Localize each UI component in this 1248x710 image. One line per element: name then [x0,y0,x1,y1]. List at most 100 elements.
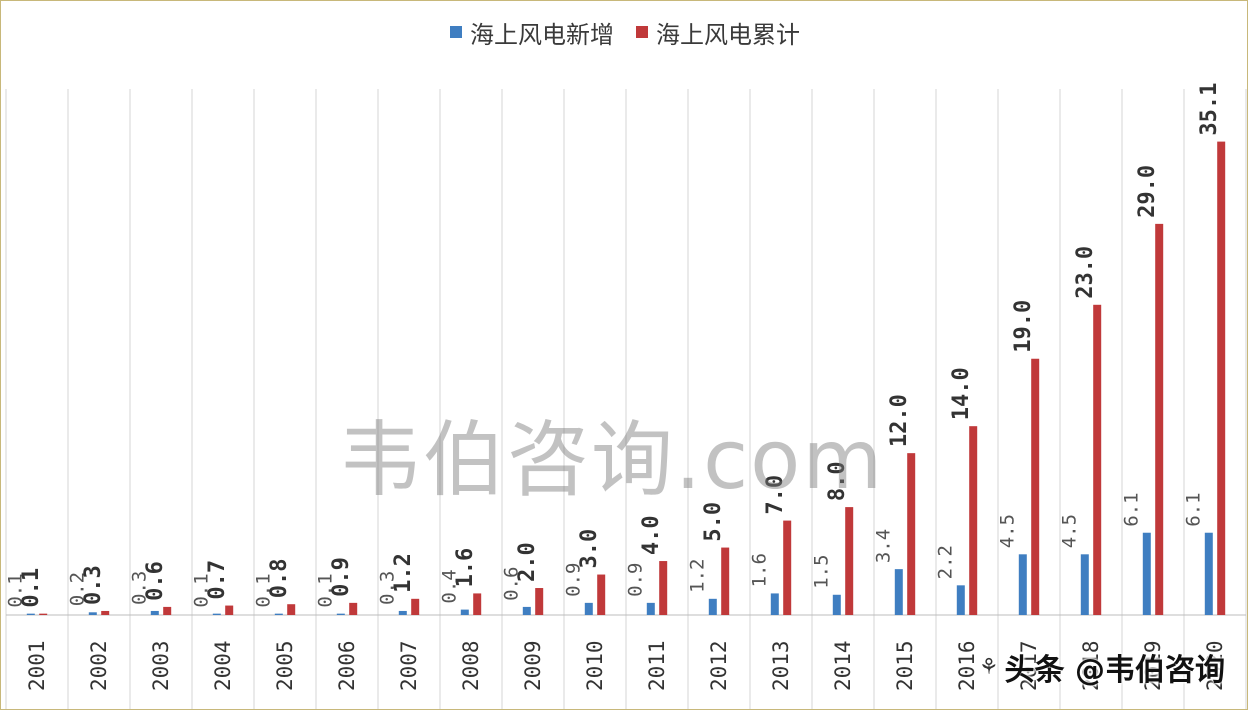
x-tick-label: 2004 [211,640,235,691]
data-label-cumulative: 0.8 [267,558,292,598]
source-watermark-text: 头条 @韦伯咨询 [1004,653,1225,688]
data-label-new: 0.6 [500,567,522,601]
bar-cumulative [287,604,296,615]
bar-new [708,598,717,615]
legend-label-new: 海上风电新增 [470,20,614,49]
data-label-cumulative: 23.0 [1073,246,1098,299]
data-label-cumulative: 8.0 [825,461,850,501]
bar-cumulative [101,610,110,615]
data-label-new: 0.1 [314,573,336,607]
bar-new [1204,532,1213,615]
x-tick-label: 2012 [707,640,731,691]
x-tick-label: 2008 [459,640,483,691]
bar-cumulative [1031,358,1040,615]
legend-swatch-cumulative [636,26,648,38]
data-label-cumulative: 2.0 [515,542,540,582]
bar-cumulative [39,613,48,615]
source-watermark: ⚘ 头条 @韦伯咨询 [979,645,1225,689]
data-label-cumulative: 5.0 [701,502,726,542]
bar-new [150,610,159,615]
data-label-new: 0.3 [376,571,398,605]
data-label-new: 0.1 [190,573,212,607]
bar-new [1080,554,1089,615]
data-label-new: 1.6 [748,553,770,587]
data-label-new: 2.2 [934,545,956,579]
bar-new [460,609,469,615]
data-label-cumulative: 19.0 [1011,300,1036,353]
data-label-new: 4.5 [996,514,1018,548]
bar-cumulative [1155,223,1164,615]
bar-cumulative [907,453,916,615]
bar-new [1142,532,1151,615]
bar-cumulative [1217,141,1226,615]
share-icon: ⚘ [978,654,999,680]
bar-cumulative [783,520,792,615]
data-label-new: 6.1 [1120,492,1142,526]
legend-item-new: 海上风电新增 [450,15,614,50]
bar-new [88,612,97,615]
data-label-new: 0.9 [562,563,584,597]
data-label-new: 1.2 [686,558,708,592]
bar-new [274,613,283,615]
bar-cumulative [411,598,420,615]
bar-new [398,610,407,615]
legend-label-cumulative: 海上风电累计 [656,20,800,49]
data-label-cumulative: 1.2 [391,553,416,593]
x-tick-label: 2020 [1203,640,1227,691]
x-tick-label: 2015 [893,640,917,691]
bar-cumulative [845,507,854,615]
x-tick-label: 2018 [1079,640,1103,691]
bar-cumulative [597,574,606,615]
x-tick-label: 2017 [1017,640,1041,691]
bar-new [212,613,221,615]
data-label-new: 3.4 [872,529,894,563]
bar-cumulative [225,605,234,615]
x-tick-label: 2010 [583,640,607,691]
bar-new [584,602,593,615]
bar-cumulative [659,561,668,615]
data-label-cumulative: 14.0 [949,367,974,420]
data-label-cumulative: 4.0 [639,515,664,555]
x-tick-label: 2006 [335,640,359,691]
x-tick-label: 2013 [769,640,793,691]
bar-cumulative [969,426,978,615]
x-tick-label: 2002 [87,640,111,691]
data-label-cumulative: 29.0 [1135,165,1160,218]
data-label-cumulative: 35.1 [1197,83,1222,136]
data-label-cumulative: 0.3 [81,565,106,605]
data-label-cumulative: 0.6 [143,561,168,601]
x-tick-label: 2001 [25,640,49,691]
x-tick-label: 2011 [645,640,669,691]
bar-new [894,569,903,615]
bar-new [336,613,345,615]
data-label-cumulative: 1.6 [453,548,478,588]
legend-swatch-new [450,26,462,38]
x-tick-label: 2005 [273,640,297,691]
x-tick-label: 2014 [831,640,855,691]
bar-cumulative [535,588,544,615]
data-label-new: 4.5 [1058,514,1080,548]
data-label-new: 0.3 [128,571,150,605]
bar-new [832,594,841,615]
data-label-cumulative: 7.0 [763,475,788,515]
bar-new [770,593,779,615]
x-tick-label: 2009 [521,640,545,691]
bar-new [1018,554,1027,615]
data-label-new: 6.1 [1182,492,1204,526]
data-label-new: 0.4 [438,569,460,603]
x-tick-label: 2019 [1141,640,1165,691]
x-tick-label: 2016 [955,640,979,691]
bar-cumulative [1093,304,1102,615]
bar-cumulative [163,606,172,615]
watermark-text: 韦伯咨询.com [339,413,885,508]
data-label-cumulative: 3.0 [577,529,602,569]
x-tick-label: 2007 [397,640,421,691]
bar-new [646,602,655,615]
bar-cumulative [473,593,482,615]
data-label-cumulative: 0.9 [329,557,354,597]
data-label-cumulative: 12.0 [887,394,912,447]
legend: 海上风电新增 海上风电累计 [1,15,1247,50]
bar-cumulative [721,547,730,615]
